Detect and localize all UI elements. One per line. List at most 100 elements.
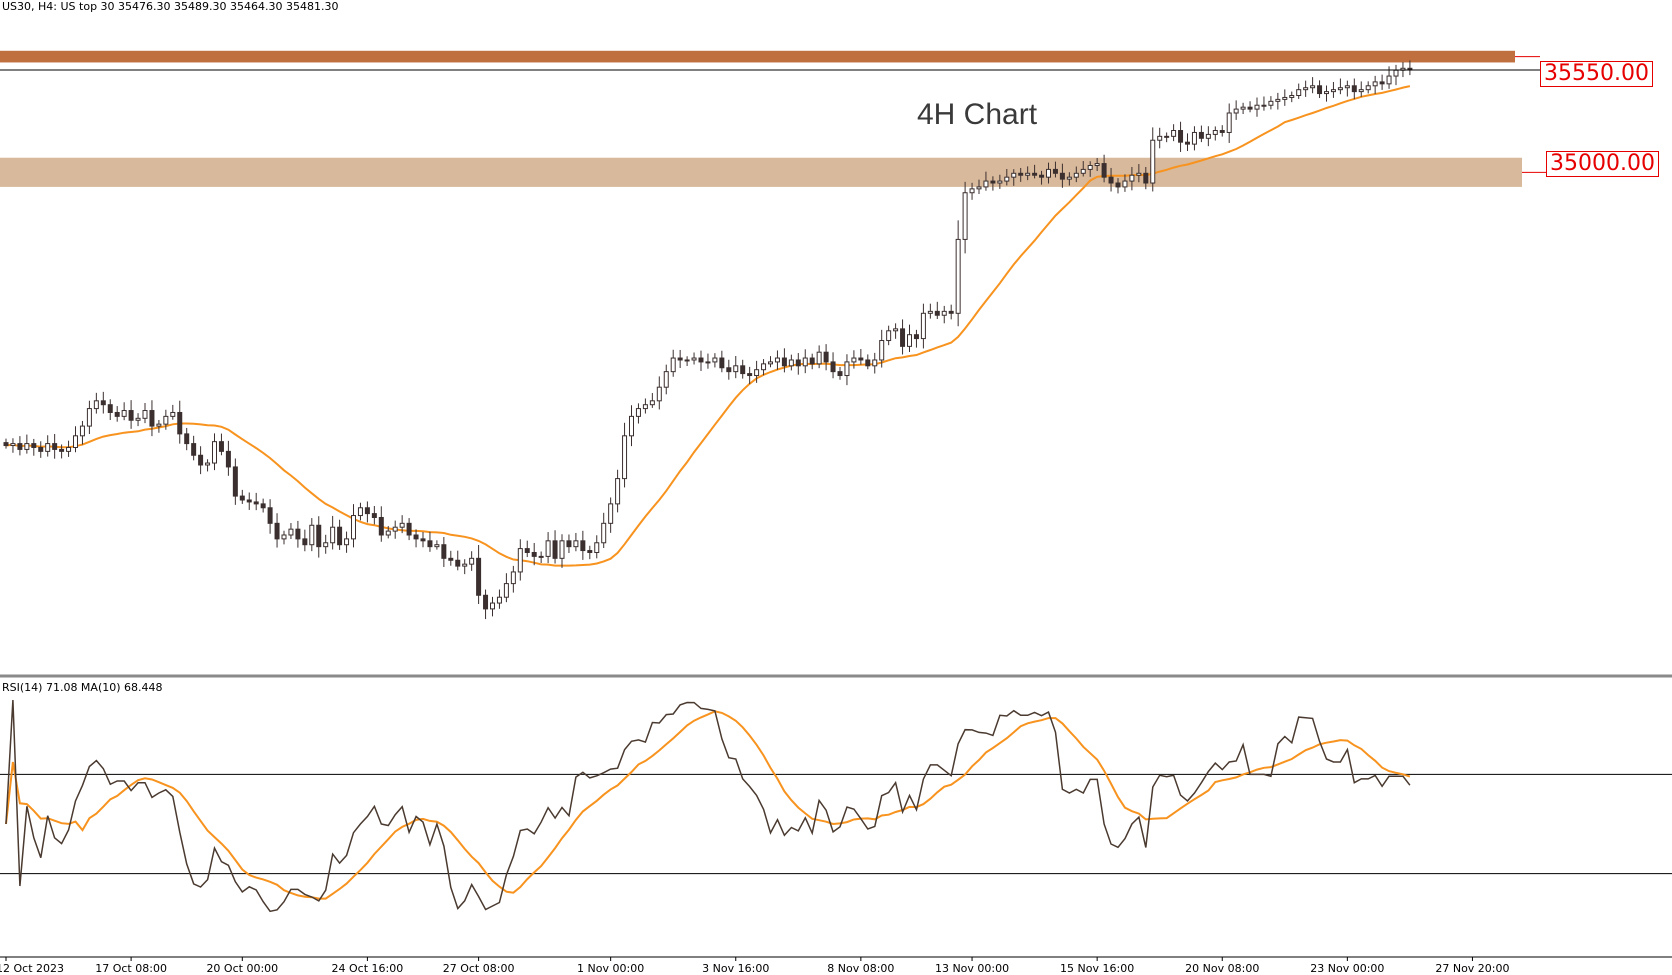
candle bbox=[1101, 154, 1107, 183]
candle bbox=[344, 531, 350, 553]
candle bbox=[524, 540, 530, 558]
candle bbox=[1379, 74, 1385, 90]
candle bbox=[587, 545, 593, 560]
candle bbox=[246, 492, 252, 510]
rsi-ma-line bbox=[5, 710, 1411, 900]
candle bbox=[1303, 80, 1309, 97]
candle bbox=[441, 537, 447, 567]
candle bbox=[879, 329, 885, 368]
candle bbox=[476, 545, 482, 604]
candle bbox=[601, 512, 607, 549]
candle bbox=[156, 419, 162, 433]
candle bbox=[31, 438, 37, 456]
candle bbox=[1122, 174, 1128, 192]
candle bbox=[809, 353, 815, 370]
candle bbox=[788, 354, 794, 371]
candle bbox=[406, 518, 412, 541]
candle bbox=[851, 350, 857, 369]
candle bbox=[802, 349, 808, 374]
candle bbox=[934, 301, 940, 320]
candle bbox=[10, 438, 16, 453]
candle bbox=[114, 406, 120, 422]
candle bbox=[726, 359, 732, 380]
candle bbox=[364, 501, 370, 523]
candle bbox=[629, 405, 634, 447]
candle bbox=[1115, 178, 1121, 194]
candle bbox=[1254, 97, 1260, 117]
candle bbox=[302, 529, 308, 552]
candle bbox=[455, 550, 461, 571]
candle bbox=[1032, 164, 1038, 179]
candle bbox=[1365, 81, 1371, 94]
candle bbox=[24, 434, 30, 454]
candle bbox=[399, 515, 405, 534]
candle bbox=[927, 303, 933, 319]
candle bbox=[309, 518, 315, 552]
candle bbox=[837, 366, 843, 380]
candle bbox=[93, 392, 99, 414]
candle bbox=[170, 404, 176, 420]
candle bbox=[844, 354, 850, 386]
candle bbox=[1164, 132, 1170, 143]
candle bbox=[1004, 169, 1010, 186]
candle bbox=[670, 349, 676, 377]
rsi-indicator-label: RSI(14) 71.08 MA(10) 68.448 bbox=[2, 681, 163, 694]
level-label-lower: 35000.00 bbox=[1546, 151, 1659, 177]
candle bbox=[316, 516, 322, 558]
candle bbox=[1157, 127, 1163, 149]
candle bbox=[17, 436, 23, 456]
x-axis-tick-label: 27 Nov 20:00 bbox=[1435, 962, 1510, 975]
candle bbox=[517, 539, 523, 581]
candle bbox=[323, 534, 329, 554]
candle bbox=[121, 402, 127, 421]
candle bbox=[830, 352, 836, 379]
candle bbox=[615, 469, 621, 513]
candle bbox=[913, 329, 919, 348]
x-axis-ticks bbox=[5, 957, 1473, 961]
candle bbox=[1018, 167, 1024, 182]
candle bbox=[274, 513, 280, 548]
x-axis-tick-label: 8 Nov 08:00 bbox=[827, 962, 895, 975]
candle bbox=[66, 440, 72, 457]
candle bbox=[38, 441, 44, 458]
candle bbox=[392, 520, 398, 539]
candle bbox=[635, 403, 641, 424]
candle bbox=[893, 323, 899, 339]
candle bbox=[3, 438, 9, 449]
candle bbox=[1129, 166, 1135, 191]
x-axis-tick-label: 15 Nov 16:00 bbox=[1060, 962, 1135, 975]
candle bbox=[163, 409, 169, 430]
x-axis-tick-label: 13 Nov 00:00 bbox=[934, 962, 1010, 975]
candle bbox=[1289, 91, 1295, 103]
rsi-line bbox=[5, 699, 1411, 913]
candle bbox=[510, 565, 516, 593]
candle bbox=[538, 551, 544, 563]
candle bbox=[357, 502, 363, 521]
zones-layer bbox=[0, 50, 1546, 187]
candle bbox=[677, 349, 683, 368]
candle bbox=[288, 523, 294, 539]
candle bbox=[1275, 92, 1281, 110]
level-label-upper: 35550.00 bbox=[1540, 61, 1653, 87]
candle bbox=[823, 344, 829, 371]
candle bbox=[1400, 61, 1406, 78]
candle bbox=[1052, 161, 1058, 178]
candle bbox=[997, 174, 1003, 189]
candle bbox=[955, 220, 961, 327]
candle bbox=[1393, 64, 1399, 86]
candle bbox=[1337, 78, 1343, 95]
candle bbox=[1025, 166, 1031, 181]
candle bbox=[1233, 100, 1239, 120]
candle bbox=[858, 348, 864, 365]
candle bbox=[1226, 103, 1232, 143]
candle bbox=[448, 550, 454, 566]
candle bbox=[1108, 167, 1114, 192]
candle bbox=[225, 440, 231, 476]
candle bbox=[1324, 85, 1329, 102]
candle bbox=[184, 427, 190, 451]
candle bbox=[79, 420, 85, 445]
candle bbox=[281, 530, 287, 545]
candle bbox=[1094, 158, 1100, 171]
candle bbox=[1143, 166, 1149, 190]
